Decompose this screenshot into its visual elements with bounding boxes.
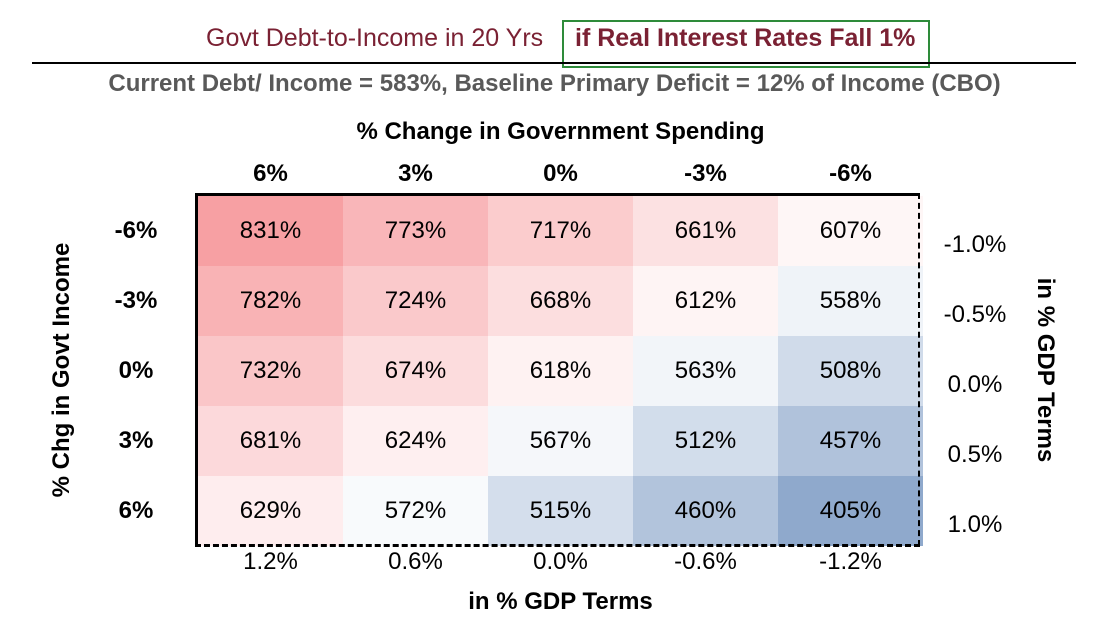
heatmap-cell: 607% (778, 196, 923, 266)
heatmap-cell: 681% (198, 406, 343, 476)
x-axis-title: % Change in Government Spending (356, 118, 765, 145)
title-highlight-box (562, 20, 930, 68)
heatmap-cell: 460% (633, 476, 778, 546)
heatmap-cell: 629% (198, 476, 343, 546)
heatmap-cell: 515% (488, 476, 633, 546)
x-secondary-tick-label: 1.2% (243, 548, 298, 575)
y-secondary-tick-label: 0.5% (947, 441, 1003, 468)
heatmap-cell: 732% (198, 336, 343, 406)
heatmap-cell: 661% (633, 196, 778, 266)
heatmap-cell: 668% (488, 266, 633, 336)
x-secondary-tick-label: 0.0% (533, 548, 588, 575)
heatmap-cell: 512% (633, 406, 778, 476)
heatmap-cell: 457% (778, 406, 923, 476)
heatmap-cell: 612% (633, 266, 778, 336)
y-axis-secondary-title: in % GDP Terms (1032, 277, 1059, 463)
y-secondary-tick-label: -1.0% (943, 231, 1007, 258)
y-secondary-tick-label: -0.5% (943, 301, 1007, 328)
grid-border-top (198, 193, 920, 196)
x-secondary-tick-label: -1.2% (819, 548, 882, 575)
heatmap-cell: 674% (343, 336, 488, 406)
heatmap-cell: 572% (343, 476, 488, 546)
heatmap-cell: 558% (778, 266, 923, 336)
y-tick-label: 0% (118, 357, 154, 384)
chart-title: Govt Debt-to-Income in 20 Yrs (206, 24, 544, 52)
heatmap-cell: 624% (343, 406, 488, 476)
y-tick-label: 6% (118, 497, 154, 524)
x-tick-label: 0% (543, 160, 578, 187)
x-secondary-tick-label: -0.6% (674, 548, 737, 575)
heatmap-cell: 724% (343, 266, 488, 336)
y-tick-label: 3% (118, 427, 154, 454)
heatmap-cell: 405% (778, 476, 923, 546)
heatmap-cell: 618% (488, 336, 633, 406)
grid-border-bottom (195, 544, 920, 547)
y-secondary-tick-label: 0.0% (947, 371, 1003, 398)
heatmap-cell: 717% (488, 196, 633, 266)
chart-subtitle: Current Debt/ Income = 583%, Baseline Pr… (108, 70, 1001, 97)
grid-border-left (195, 193, 198, 546)
heatmap-cell: 567% (488, 406, 633, 476)
x-tick-label: 3% (398, 160, 433, 187)
heatmap-grid: 831% 773% 717% 661% 607% 782% 724% 668% 612% 558%… (198, 196, 923, 546)
grid-border-right (918, 193, 920, 546)
heatmap-cell: 782% (198, 266, 343, 336)
y-axis-title: % Chg in Govt Income (48, 242, 75, 498)
heatmap-cell: 831% (198, 196, 343, 266)
x-tick-label: 6% (253, 160, 288, 187)
heatmap-cell: 563% (633, 336, 778, 406)
x-axis-secondary-title: in % GDP Terms (468, 588, 653, 615)
y-tick-label: -6% (114, 217, 158, 244)
x-tick-label: -6% (829, 160, 872, 187)
heatmap-cell: 508% (778, 336, 923, 406)
x-tick-label: -3% (684, 160, 727, 187)
x-secondary-tick-label: 0.6% (388, 548, 443, 575)
title-divider (32, 62, 1076, 64)
chart-title-highlight: if Real Interest Rates Fall 1% (575, 24, 916, 52)
y-secondary-tick-label: 1.0% (947, 511, 1003, 538)
heatmap-cell: 773% (343, 196, 488, 266)
y-tick-label: -3% (114, 287, 158, 314)
